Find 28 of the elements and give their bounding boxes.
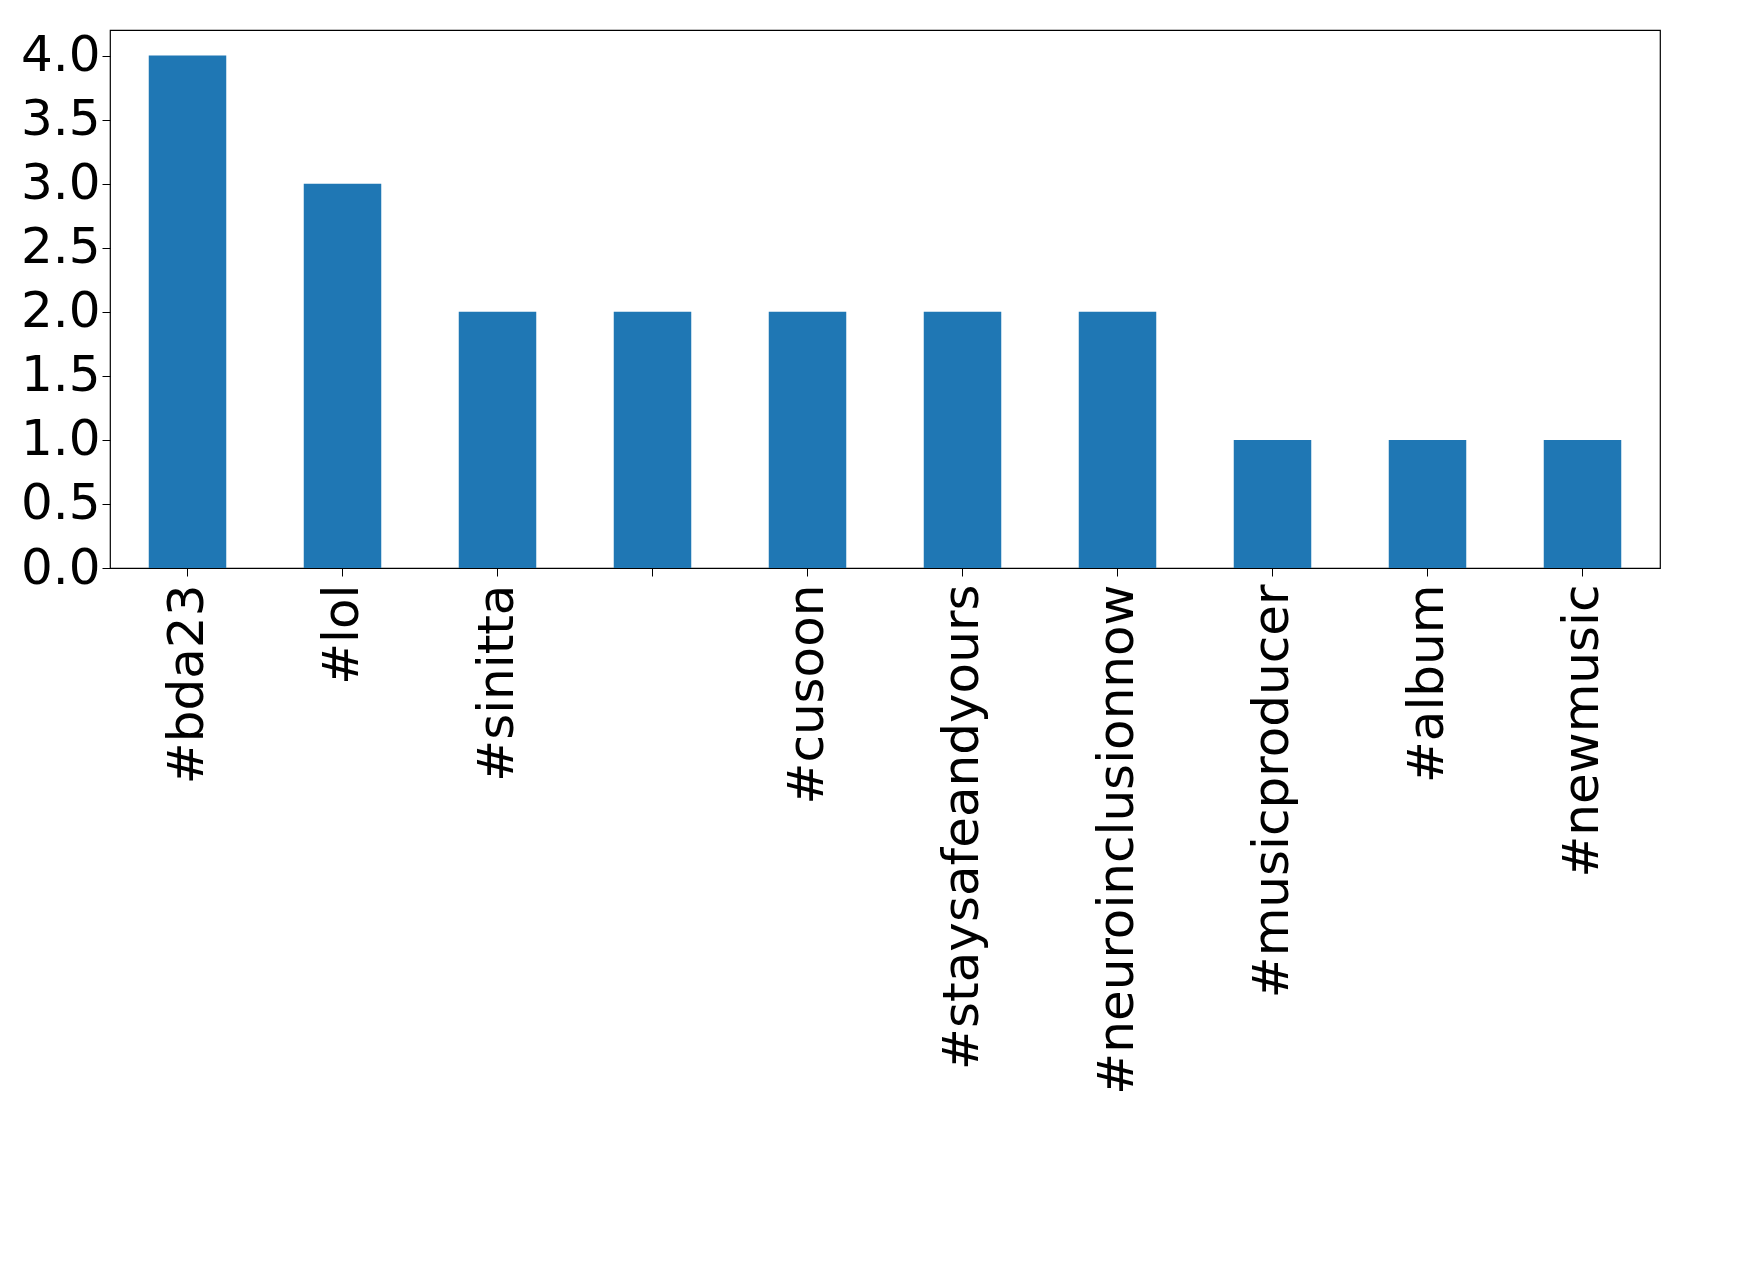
bar (923, 311, 1002, 568)
bar (1078, 311, 1157, 568)
x-tick-label: #staysafeandyours (931, 584, 990, 1070)
x-tick-label: #neuroinclusionnow (1086, 584, 1145, 1095)
bar (458, 311, 537, 568)
y-tick-label: 2.0 (20, 281, 101, 340)
x-tick-label: #musicproducer (1241, 584, 1300, 999)
bar (1543, 439, 1622, 568)
x-tick-label: #newmusic (1551, 584, 1610, 878)
x-tick-label: #bda23 (156, 584, 215, 785)
x-tick-label: #album (1396, 584, 1455, 784)
y-tick-label: 1.5 (20, 345, 101, 404)
bar (148, 55, 227, 568)
bar (613, 311, 692, 568)
bar (768, 311, 847, 568)
y-tick-label: 4.0 (20, 25, 101, 84)
y-tick-label: 2.5 (20, 217, 101, 276)
y-tick-label: 0.0 (20, 537, 101, 596)
y-tick-label: 1.0 (20, 409, 101, 468)
x-tick-label: #lol (311, 584, 370, 685)
y-tick-label: 0.5 (20, 473, 101, 532)
y-tick-label: 3.0 (20, 153, 101, 212)
bar (1233, 439, 1312, 568)
bar (303, 183, 382, 568)
x-tick-label: #cusoon (776, 584, 835, 805)
y-tick-label: 3.5 (20, 89, 101, 148)
x-tick-label: #sinitta (466, 584, 525, 782)
bar (1388, 439, 1467, 568)
